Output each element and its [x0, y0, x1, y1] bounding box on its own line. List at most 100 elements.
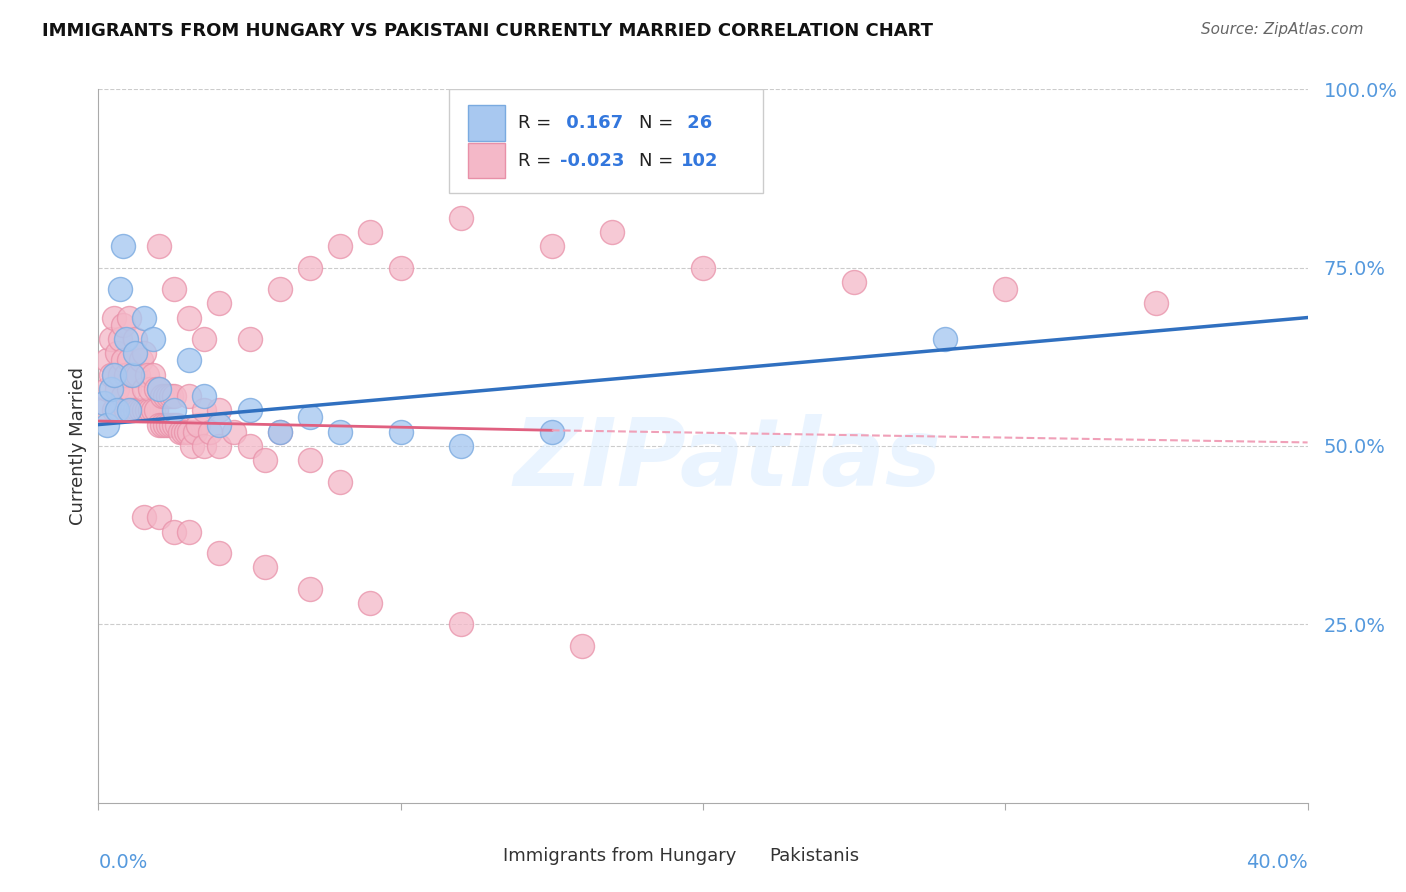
- Point: [299, 453, 322, 467]
- Point: [132, 346, 155, 360]
- Point: [100, 368, 122, 382]
- Text: 0.0%: 0.0%: [98, 853, 148, 871]
- Point: [103, 403, 125, 417]
- Point: [193, 389, 215, 403]
- Point: [193, 439, 215, 453]
- Point: [103, 310, 125, 325]
- Point: [253, 560, 276, 574]
- Point: [179, 389, 201, 403]
- Point: [163, 417, 186, 432]
- Point: [121, 368, 143, 382]
- Point: [145, 382, 167, 396]
- Point: [450, 211, 472, 225]
- Point: [389, 260, 412, 275]
- Point: [111, 389, 134, 403]
- Point: [148, 382, 170, 396]
- Point: [160, 389, 183, 403]
- Point: [934, 332, 956, 346]
- Point: [160, 417, 183, 432]
- Point: [187, 417, 209, 432]
- Point: [129, 403, 152, 417]
- Point: [269, 425, 291, 439]
- Point: [269, 282, 291, 296]
- Y-axis label: Currently Married: Currently Married: [69, 367, 87, 525]
- Point: [129, 353, 152, 368]
- Point: [208, 296, 231, 310]
- Text: ZIPatlas: ZIPatlas: [513, 414, 941, 507]
- Point: [93, 403, 115, 417]
- Point: [239, 332, 262, 346]
- Point: [114, 332, 136, 346]
- Point: [132, 310, 155, 325]
- Text: -0.023: -0.023: [561, 152, 624, 169]
- Point: [124, 368, 146, 382]
- Text: IMMIGRANTS FROM HUNGARY VS PAKISTANI CURRENTLY MARRIED CORRELATION CHART: IMMIGRANTS FROM HUNGARY VS PAKISTANI CUR…: [42, 22, 934, 40]
- Point: [96, 382, 118, 396]
- Point: [96, 353, 118, 368]
- Point: [208, 403, 231, 417]
- Point: [329, 239, 352, 253]
- Point: [269, 425, 291, 439]
- Point: [118, 353, 141, 368]
- Point: [103, 368, 125, 382]
- Point: [108, 368, 131, 382]
- Point: [118, 403, 141, 417]
- Point: [150, 389, 173, 403]
- Point: [299, 260, 322, 275]
- Point: [179, 353, 201, 368]
- Point: [124, 346, 146, 360]
- Point: [156, 417, 179, 432]
- Point: [224, 425, 246, 439]
- Point: [148, 510, 170, 524]
- Point: [174, 425, 197, 439]
- Point: [108, 403, 131, 417]
- Point: [111, 318, 134, 332]
- Point: [163, 524, 186, 539]
- Point: [132, 382, 155, 396]
- FancyBboxPatch shape: [468, 143, 505, 178]
- Point: [150, 417, 173, 432]
- Point: [181, 439, 204, 453]
- Point: [127, 403, 149, 417]
- Point: [253, 453, 276, 467]
- Point: [114, 403, 136, 417]
- Point: [208, 439, 231, 453]
- Point: [571, 639, 593, 653]
- Point: [239, 439, 262, 453]
- Point: [166, 417, 188, 432]
- Point: [121, 368, 143, 382]
- Point: [450, 617, 472, 632]
- Point: [360, 225, 382, 239]
- Point: [239, 403, 262, 417]
- Point: [145, 403, 167, 417]
- Point: [105, 382, 128, 396]
- Point: [184, 425, 207, 439]
- Point: [163, 282, 186, 296]
- Text: R =: R =: [517, 152, 557, 169]
- Point: [153, 389, 176, 403]
- Point: [93, 396, 115, 410]
- Point: [148, 417, 170, 432]
- Point: [329, 425, 352, 439]
- Point: [193, 332, 215, 346]
- Text: N =: N =: [638, 152, 679, 169]
- Point: [103, 368, 125, 382]
- Point: [124, 332, 146, 346]
- Point: [100, 332, 122, 346]
- FancyBboxPatch shape: [725, 841, 762, 872]
- Point: [329, 475, 352, 489]
- Point: [118, 403, 141, 417]
- Point: [299, 582, 322, 596]
- Point: [179, 425, 201, 439]
- FancyBboxPatch shape: [468, 105, 505, 141]
- Point: [172, 425, 194, 439]
- Text: 26: 26: [682, 114, 713, 132]
- Point: [153, 417, 176, 432]
- Point: [132, 403, 155, 417]
- Point: [121, 403, 143, 417]
- Point: [135, 403, 157, 417]
- Point: [450, 439, 472, 453]
- Text: N =: N =: [638, 114, 679, 132]
- Point: [299, 410, 322, 425]
- Point: [105, 346, 128, 360]
